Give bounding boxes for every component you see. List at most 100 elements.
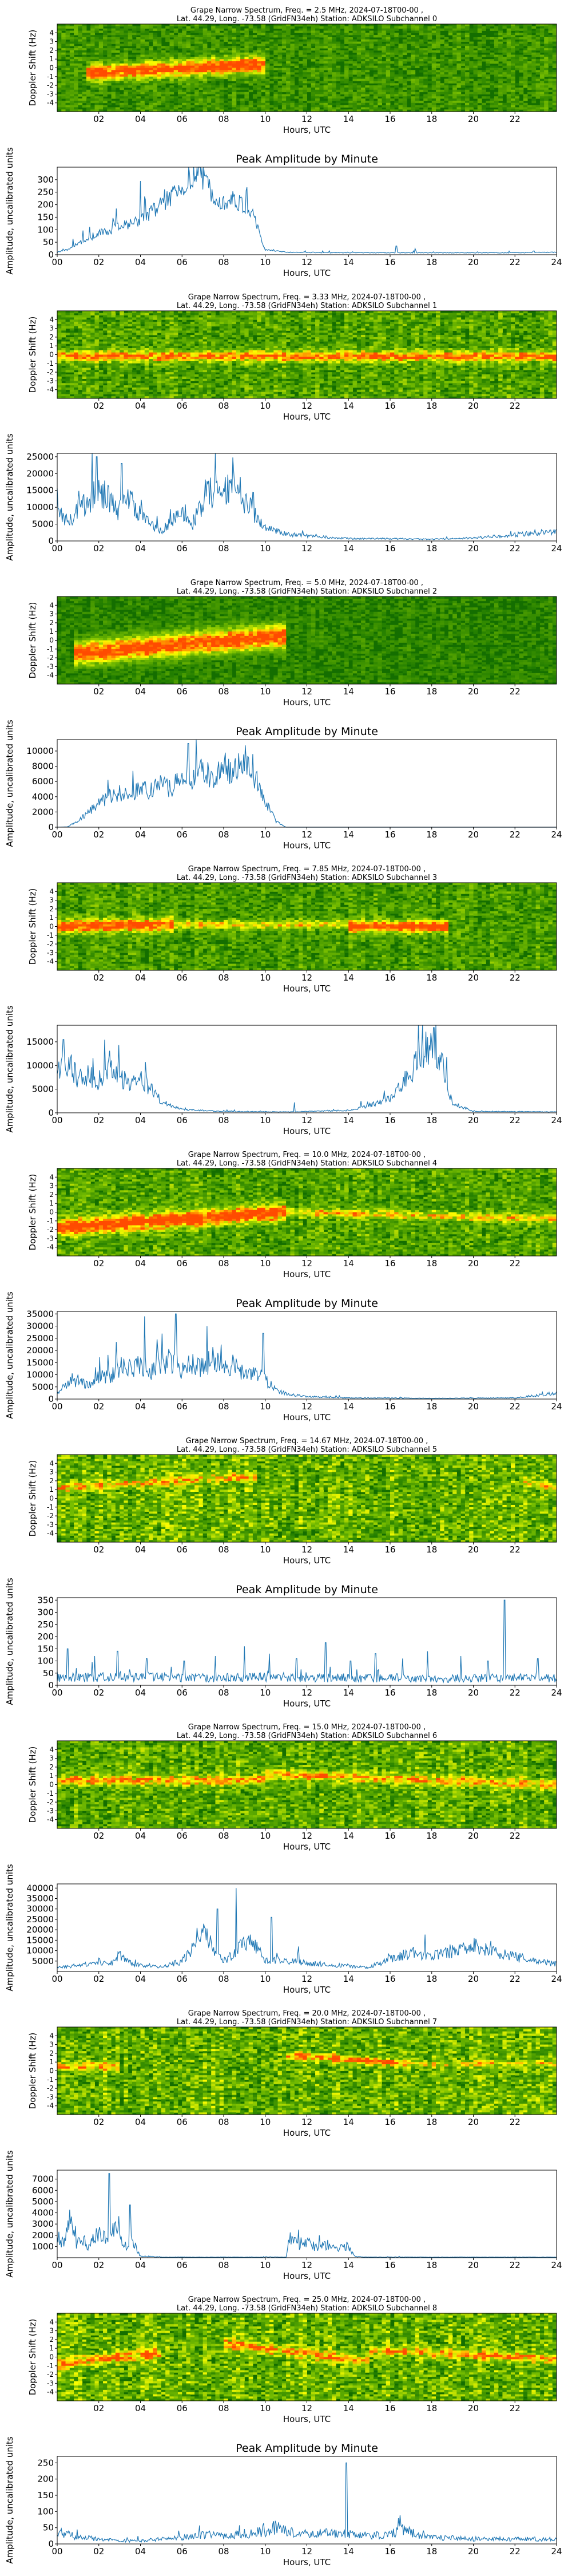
x-tick-label: 04: [135, 2546, 146, 2557]
x-tick-label: 02: [93, 2546, 104, 2557]
y-axis-label: Doppler Shift (Hz): [27, 317, 38, 393]
spectrogram-cells: [57, 596, 557, 685]
x-tick-label: 18: [426, 1115, 437, 1125]
amplitude-chart-0: Peak Amplitude by Minute0501001502002503…: [5, 147, 562, 278]
x-tick-label: 18: [426, 2117, 437, 2127]
x-tick-label: 08: [218, 2546, 229, 2557]
x-tick-label: 14: [343, 2403, 354, 2413]
y-tick-label: 4: [49, 315, 54, 323]
y-axis-label: Amplitude, uncalibrated units: [5, 147, 15, 275]
y-tick-label: -2: [47, 2370, 54, 2379]
y-tick-label: -1: [47, 359, 54, 368]
x-tick-label: 00: [51, 543, 62, 554]
x-tick-label: 08: [218, 1401, 229, 1412]
x-tick-label: 10: [260, 1115, 271, 1125]
plot-background: [57, 1598, 557, 1685]
y-tick-label: 2: [49, 2336, 54, 2344]
x-tick-label: 20: [468, 1115, 479, 1125]
y-tick-label: -2: [47, 1226, 54, 1234]
x-tick-label: 16: [384, 1831, 395, 1841]
x-tick-label: 04: [135, 1258, 146, 1269]
x-tick-label: 02: [93, 2260, 104, 2270]
spectrogram-cells: [57, 2027, 557, 2115]
y-tick-label: 3: [49, 896, 54, 904]
chart-title-line2: Lat. 44.29, Long. -73.58 (GridFN34eh) St…: [177, 587, 437, 596]
x-tick-label: 12: [301, 1688, 312, 1698]
x-tick-label: 24: [551, 2260, 562, 2270]
y-axis-label: Doppler Shift (Hz): [27, 602, 38, 679]
x-tick-label: 14: [343, 1401, 354, 1412]
y-tick-label: -1: [47, 645, 54, 653]
amplitude-chart-4: Peak Amplitude by Minute0500010000150002…: [5, 1291, 562, 1423]
y-tick-label: -3: [47, 2379, 54, 2387]
x-tick-label: 16: [384, 1115, 395, 1125]
x-tick-label: 16: [384, 829, 395, 840]
x-tick-label: 16: [384, 1974, 395, 1984]
y-tick-label: 0: [49, 1495, 54, 1503]
y-axis-label: Doppler Shift (Hz): [27, 2319, 38, 2396]
y-axis-label: Amplitude, uncalibrated units: [5, 1578, 15, 1705]
x-tick-label: 06: [177, 2546, 188, 2557]
y-tick-label: 2: [49, 619, 54, 627]
y-tick-label: 4: [49, 1173, 54, 1181]
plot-background: [57, 167, 557, 255]
x-tick-label: 02: [93, 1974, 104, 1984]
y-tick-label: 100: [37, 224, 54, 235]
y-axis-label: Amplitude, uncalibrated units: [5, 2436, 15, 2564]
y-tick-label: 10000: [26, 746, 54, 756]
x-tick-label: 14: [343, 114, 354, 124]
x-axis-label: Hours, UTC: [283, 1412, 331, 1423]
x-tick-label: 08: [218, 1974, 229, 1984]
y-tick-label: 5000: [32, 1956, 54, 1966]
y-tick-label: 15000: [26, 1935, 54, 1945]
x-tick-label: 04: [135, 401, 146, 411]
chart-title: Peak Amplitude by Minute: [236, 2442, 378, 2455]
x-tick-label: 18: [426, 2403, 437, 2413]
y-tick-label: 3: [49, 1468, 54, 1476]
y-tick-label: 6000: [32, 776, 54, 787]
x-tick-label: 24: [551, 1974, 562, 1984]
y-tick-label: 0: [49, 2353, 54, 2361]
y-tick-label: 20000: [26, 1925, 54, 1935]
x-tick-label: 10: [260, 829, 271, 840]
y-axis-label: Amplitude, uncalibrated units: [5, 2150, 15, 2278]
chart-title-line1: Grape Narrow Spectrum, Freq. = 25.0 MHz,…: [188, 2296, 426, 2304]
x-tick-label: 24: [551, 2546, 562, 2557]
x-tick-label: 16: [384, 1401, 395, 1412]
x-tick-label: 10: [260, 973, 271, 983]
x-tick-label: 20: [468, 1974, 479, 1984]
y-tick-label: 2: [49, 2049, 54, 2057]
y-tick-label: 1: [49, 1772, 54, 1780]
y-tick-label: 3: [49, 38, 54, 46]
y-tick-label: 4000: [32, 2208, 54, 2218]
y-tick-label: 50: [43, 2523, 54, 2533]
y-tick-label: 2: [49, 1191, 54, 1199]
x-tick-label: 12: [301, 543, 312, 554]
x-tick-label: 04: [135, 2260, 146, 2270]
x-tick-label: 08: [218, 1688, 229, 1698]
y-axis-label: Amplitude, uncalibrated units: [5, 1864, 15, 1992]
spectrogram-cells: [57, 883, 557, 971]
spectrogram-cells: [57, 1741, 557, 1829]
spectrogram-2: Grape Narrow Spectrum, Freq. = 5.0 MHz, …: [27, 579, 557, 708]
x-tick-label: 16: [384, 2260, 395, 2270]
x-axis-label: Hours, UTC: [283, 1555, 331, 1566]
x-tick-label: 14: [343, 2546, 354, 2557]
x-tick-label: 22: [510, 829, 521, 840]
x-tick-label: 06: [177, 1258, 188, 1269]
y-axis-label: Doppler Shift (Hz): [27, 2033, 38, 2109]
y-tick-label: -4: [47, 386, 54, 394]
x-tick-label: 06: [177, 1401, 188, 1412]
y-axis-label: Doppler Shift (Hz): [27, 1460, 38, 1537]
spectrogram-8: Grape Narrow Spectrum, Freq. = 25.0 MHz,…: [27, 2296, 557, 2424]
x-axis-label: Hours, UTC: [283, 983, 331, 994]
y-tick-label: 8000: [32, 761, 54, 772]
y-tick-label: -4: [47, 1816, 54, 1824]
x-tick-label: 18: [426, 114, 437, 124]
chart-title-line2: Lat. 44.29, Long. -73.58 (GridFN34eh) St…: [177, 874, 437, 882]
chart-title-line1: Grape Narrow Spectrum, Freq. = 2.5 MHz, …: [190, 6, 423, 15]
x-tick-label: 10: [260, 2403, 271, 2413]
y-tick-label: 3: [49, 1182, 54, 1190]
x-tick-label: 24: [551, 1115, 562, 1125]
y-tick-label: -2: [47, 368, 54, 376]
